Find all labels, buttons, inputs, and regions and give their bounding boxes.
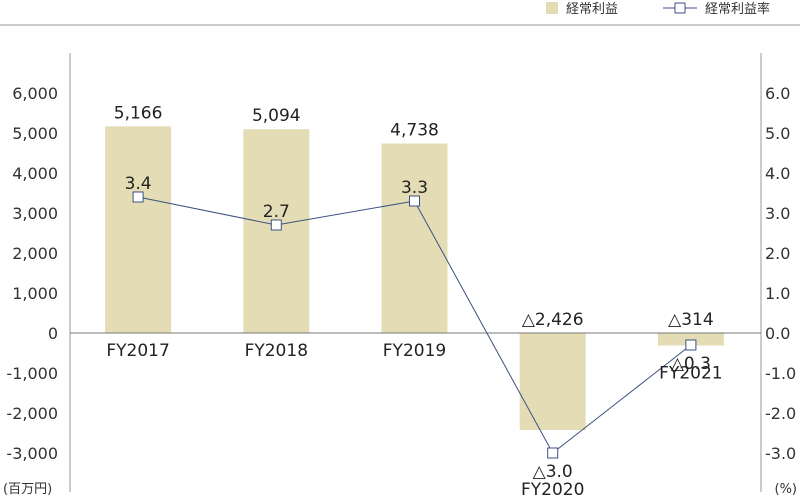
left-tick-label: 5,000 <box>12 124 58 143</box>
bar-value-label: 5,166 <box>114 103 163 123</box>
right-axis-unit: (%) <box>775 482 798 497</box>
category-label: FY2017 <box>106 341 169 361</box>
category-label: FY2020 <box>521 480 584 500</box>
left-tick-label: -2,000 <box>6 404 58 423</box>
left-tick-label: 6,000 <box>12 84 58 103</box>
bar-value-label: 4,738 <box>390 120 439 140</box>
data-labels: 5,166 5,094 4,738 △2,426 △314 3.4 2.7 3.3 △3.0 △0… <box>106 103 722 500</box>
rate-value-label: 2.7 <box>263 202 290 222</box>
bar <box>243 129 310 333</box>
rate-value-label: △3.0 <box>533 462 573 482</box>
right-axis-ticks: 6.0 5.0 4.0 3.0 2.0 1.0 0.0 -1.0 -2.0 -3.0 <box>765 84 796 463</box>
line-point <box>132 191 144 203</box>
legend-bar-swatch <box>546 2 558 14</box>
bar <box>519 333 586 431</box>
left-tick-label: -1,000 <box>6 364 58 383</box>
right-tick-label: 6.0 <box>765 84 790 103</box>
left-axis-unit: (百万円) <box>3 482 52 497</box>
left-tick-label: 1,000 <box>12 284 58 303</box>
left-tick-label: 2,000 <box>12 244 58 263</box>
bar <box>105 126 172 333</box>
right-tick-label: 2.0 <box>765 244 790 263</box>
bar <box>657 333 724 346</box>
line-series <box>132 191 697 459</box>
right-tick-label: 0.0 <box>765 324 790 343</box>
right-tick-label: -3.0 <box>765 444 796 463</box>
right-tick-label: 3.0 <box>765 204 790 223</box>
left-tick-label: -3,000 <box>6 444 58 463</box>
line-point <box>547 447 559 459</box>
bar <box>381 143 448 333</box>
rate-value-label: 3.4 <box>125 174 152 194</box>
category-label: FY2018 <box>245 341 308 361</box>
rate-value-label: △0.3 <box>671 354 711 374</box>
right-tick-label: -1.0 <box>765 364 796 383</box>
right-tick-label: 5.0 <box>765 124 790 143</box>
category-label: FY2021 <box>659 364 722 384</box>
left-tick-label: 3,000 <box>12 204 58 223</box>
right-tick-label: -2.0 <box>765 404 796 423</box>
left-axis-ticks: 6,000 5,000 4,000 3,000 2,000 1,000 0 -1,000 -2,… <box>6 84 58 463</box>
rate-value-label: 3.3 <box>401 178 428 198</box>
right-tick-label: 1.0 <box>765 284 790 303</box>
right-tick-label: 4.0 <box>765 164 790 183</box>
bar-value-label: △314 <box>668 310 714 330</box>
bar-value-label: 5,094 <box>252 106 301 126</box>
left-tick-label: 4,000 <box>12 164 58 183</box>
category-label: FY2019 <box>383 341 446 361</box>
legend-line-marker <box>674 2 686 14</box>
left-tick-label: 0 <box>48 324 58 343</box>
legend: 経常利益 経常利益率 <box>546 1 770 17</box>
line-point <box>409 195 420 207</box>
legend-line-label: 経常利益率 <box>705 1 770 17</box>
line-point <box>270 219 282 231</box>
bar-series <box>105 126 724 431</box>
bar-value-label: △2,426 <box>522 310 584 330</box>
line-point <box>685 339 697 351</box>
legend-bar-label: 経常利益 <box>566 2 618 17</box>
